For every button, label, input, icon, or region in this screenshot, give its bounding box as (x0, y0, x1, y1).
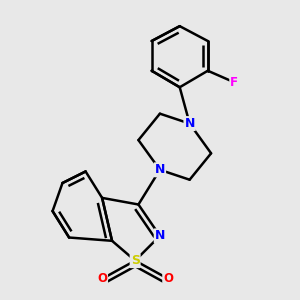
Text: N: N (184, 117, 195, 130)
Text: N: N (155, 230, 165, 242)
Text: O: O (97, 272, 107, 285)
Text: F: F (230, 76, 238, 89)
Text: O: O (163, 272, 173, 285)
Text: N: N (155, 163, 165, 176)
Text: S: S (130, 254, 140, 267)
